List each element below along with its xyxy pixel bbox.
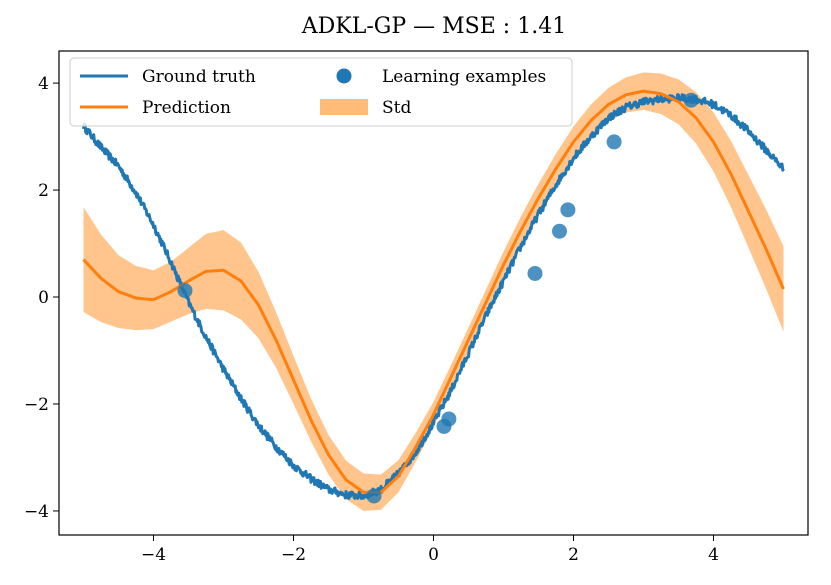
plot-clip-group (82, 72, 785, 511)
y-tick-label: −2 (24, 395, 49, 415)
learning-example-point (606, 134, 622, 150)
learning-example-point (366, 488, 382, 504)
y-tick-label: 0 (38, 288, 49, 308)
chart-title: ADKL-GP — MSE : 1.41 (301, 14, 566, 39)
learning-example-point (527, 265, 543, 281)
legend-prediction-label: Prediction (142, 98, 231, 118)
learning-example-point (683, 92, 699, 108)
series-ground-truth (82, 93, 785, 500)
legend-box (69, 57, 573, 127)
x-tick-label: −4 (141, 545, 166, 565)
y-tick-label: 2 (38, 181, 49, 201)
axis-ticks: −4 −2 0 2 4 −4 −2 0 2 4 (24, 74, 719, 565)
learning-example-point (560, 202, 576, 218)
x-tick-label: 2 (568, 545, 579, 565)
x-tick-label: 0 (428, 545, 439, 565)
x-tick-label: −2 (281, 545, 306, 565)
learning-example-point (552, 223, 567, 239)
legend-examples-swatch (336, 68, 352, 84)
legend-examples-label: Learning examples (382, 67, 546, 87)
legend-std-swatch (320, 99, 368, 115)
legend-ground_truth-label: Ground truth (142, 67, 256, 87)
legend: Ground truth Learning examples Prediction S… (69, 57, 573, 127)
learning-example-point (441, 411, 457, 427)
learning-example-point (177, 283, 193, 299)
y-tick-label: 4 (38, 74, 49, 94)
plot-area (82, 72, 785, 511)
x-tick-label: 4 (708, 545, 719, 565)
y-tick-label: −4 (24, 502, 49, 522)
legend-std-label: Std (382, 98, 411, 118)
series-prediction (82, 89, 785, 494)
